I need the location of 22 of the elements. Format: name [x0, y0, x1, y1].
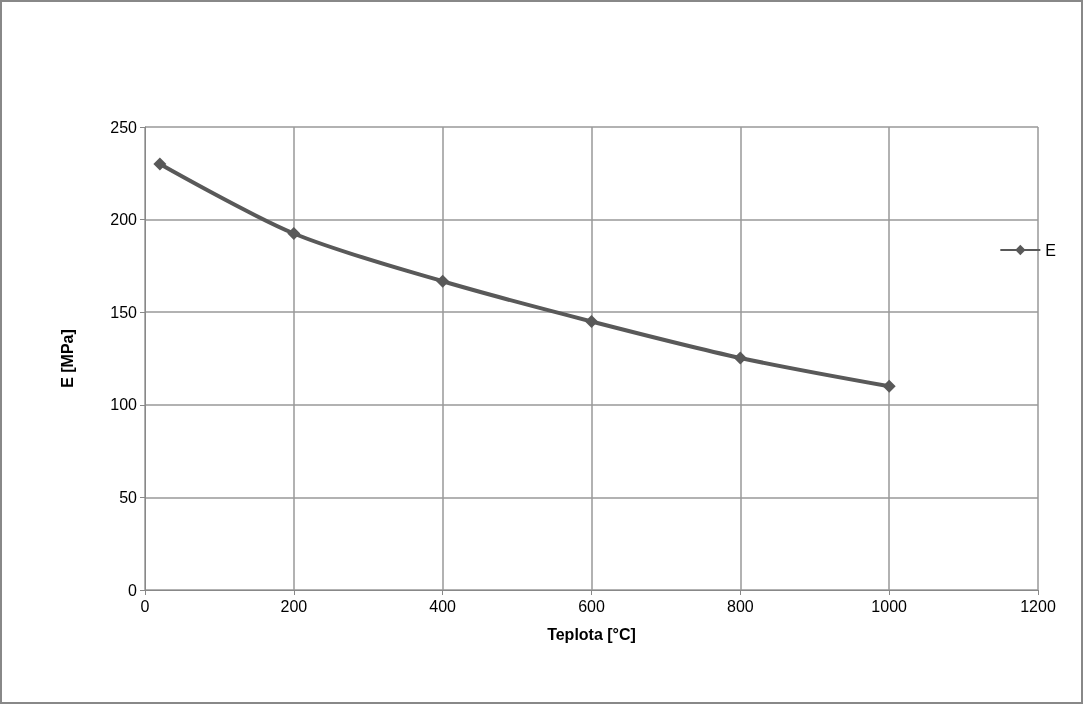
y-axis-title: E [MPa]: [58, 329, 76, 388]
y-tick-label: 200: [110, 211, 138, 229]
point: [436, 274, 450, 288]
x-tick-label: 200: [280, 597, 308, 615]
y-tick-label: 0: [128, 581, 138, 599]
x-tick-label: 600: [578, 597, 605, 615]
point: [153, 157, 167, 171]
y-tick-label: 150: [110, 303, 138, 321]
y-tick-label: 100: [110, 396, 138, 414]
x-tick-label: 1200: [1020, 597, 1056, 615]
x-tick-label: 0: [140, 597, 150, 615]
x-axis-title: Teplota [°C]: [547, 625, 636, 643]
x-tick-label: 400: [429, 597, 457, 615]
legend-label: E: [1045, 241, 1056, 259]
y-tick-label: 50: [119, 488, 138, 506]
point: [882, 379, 896, 393]
y-tick-label: 250: [110, 118, 138, 136]
x-tick-label: 1000: [871, 597, 908, 615]
x-tick-label: 800: [726, 597, 754, 615]
point: [287, 226, 301, 240]
point: [585, 314, 598, 328]
point: [733, 351, 747, 365]
